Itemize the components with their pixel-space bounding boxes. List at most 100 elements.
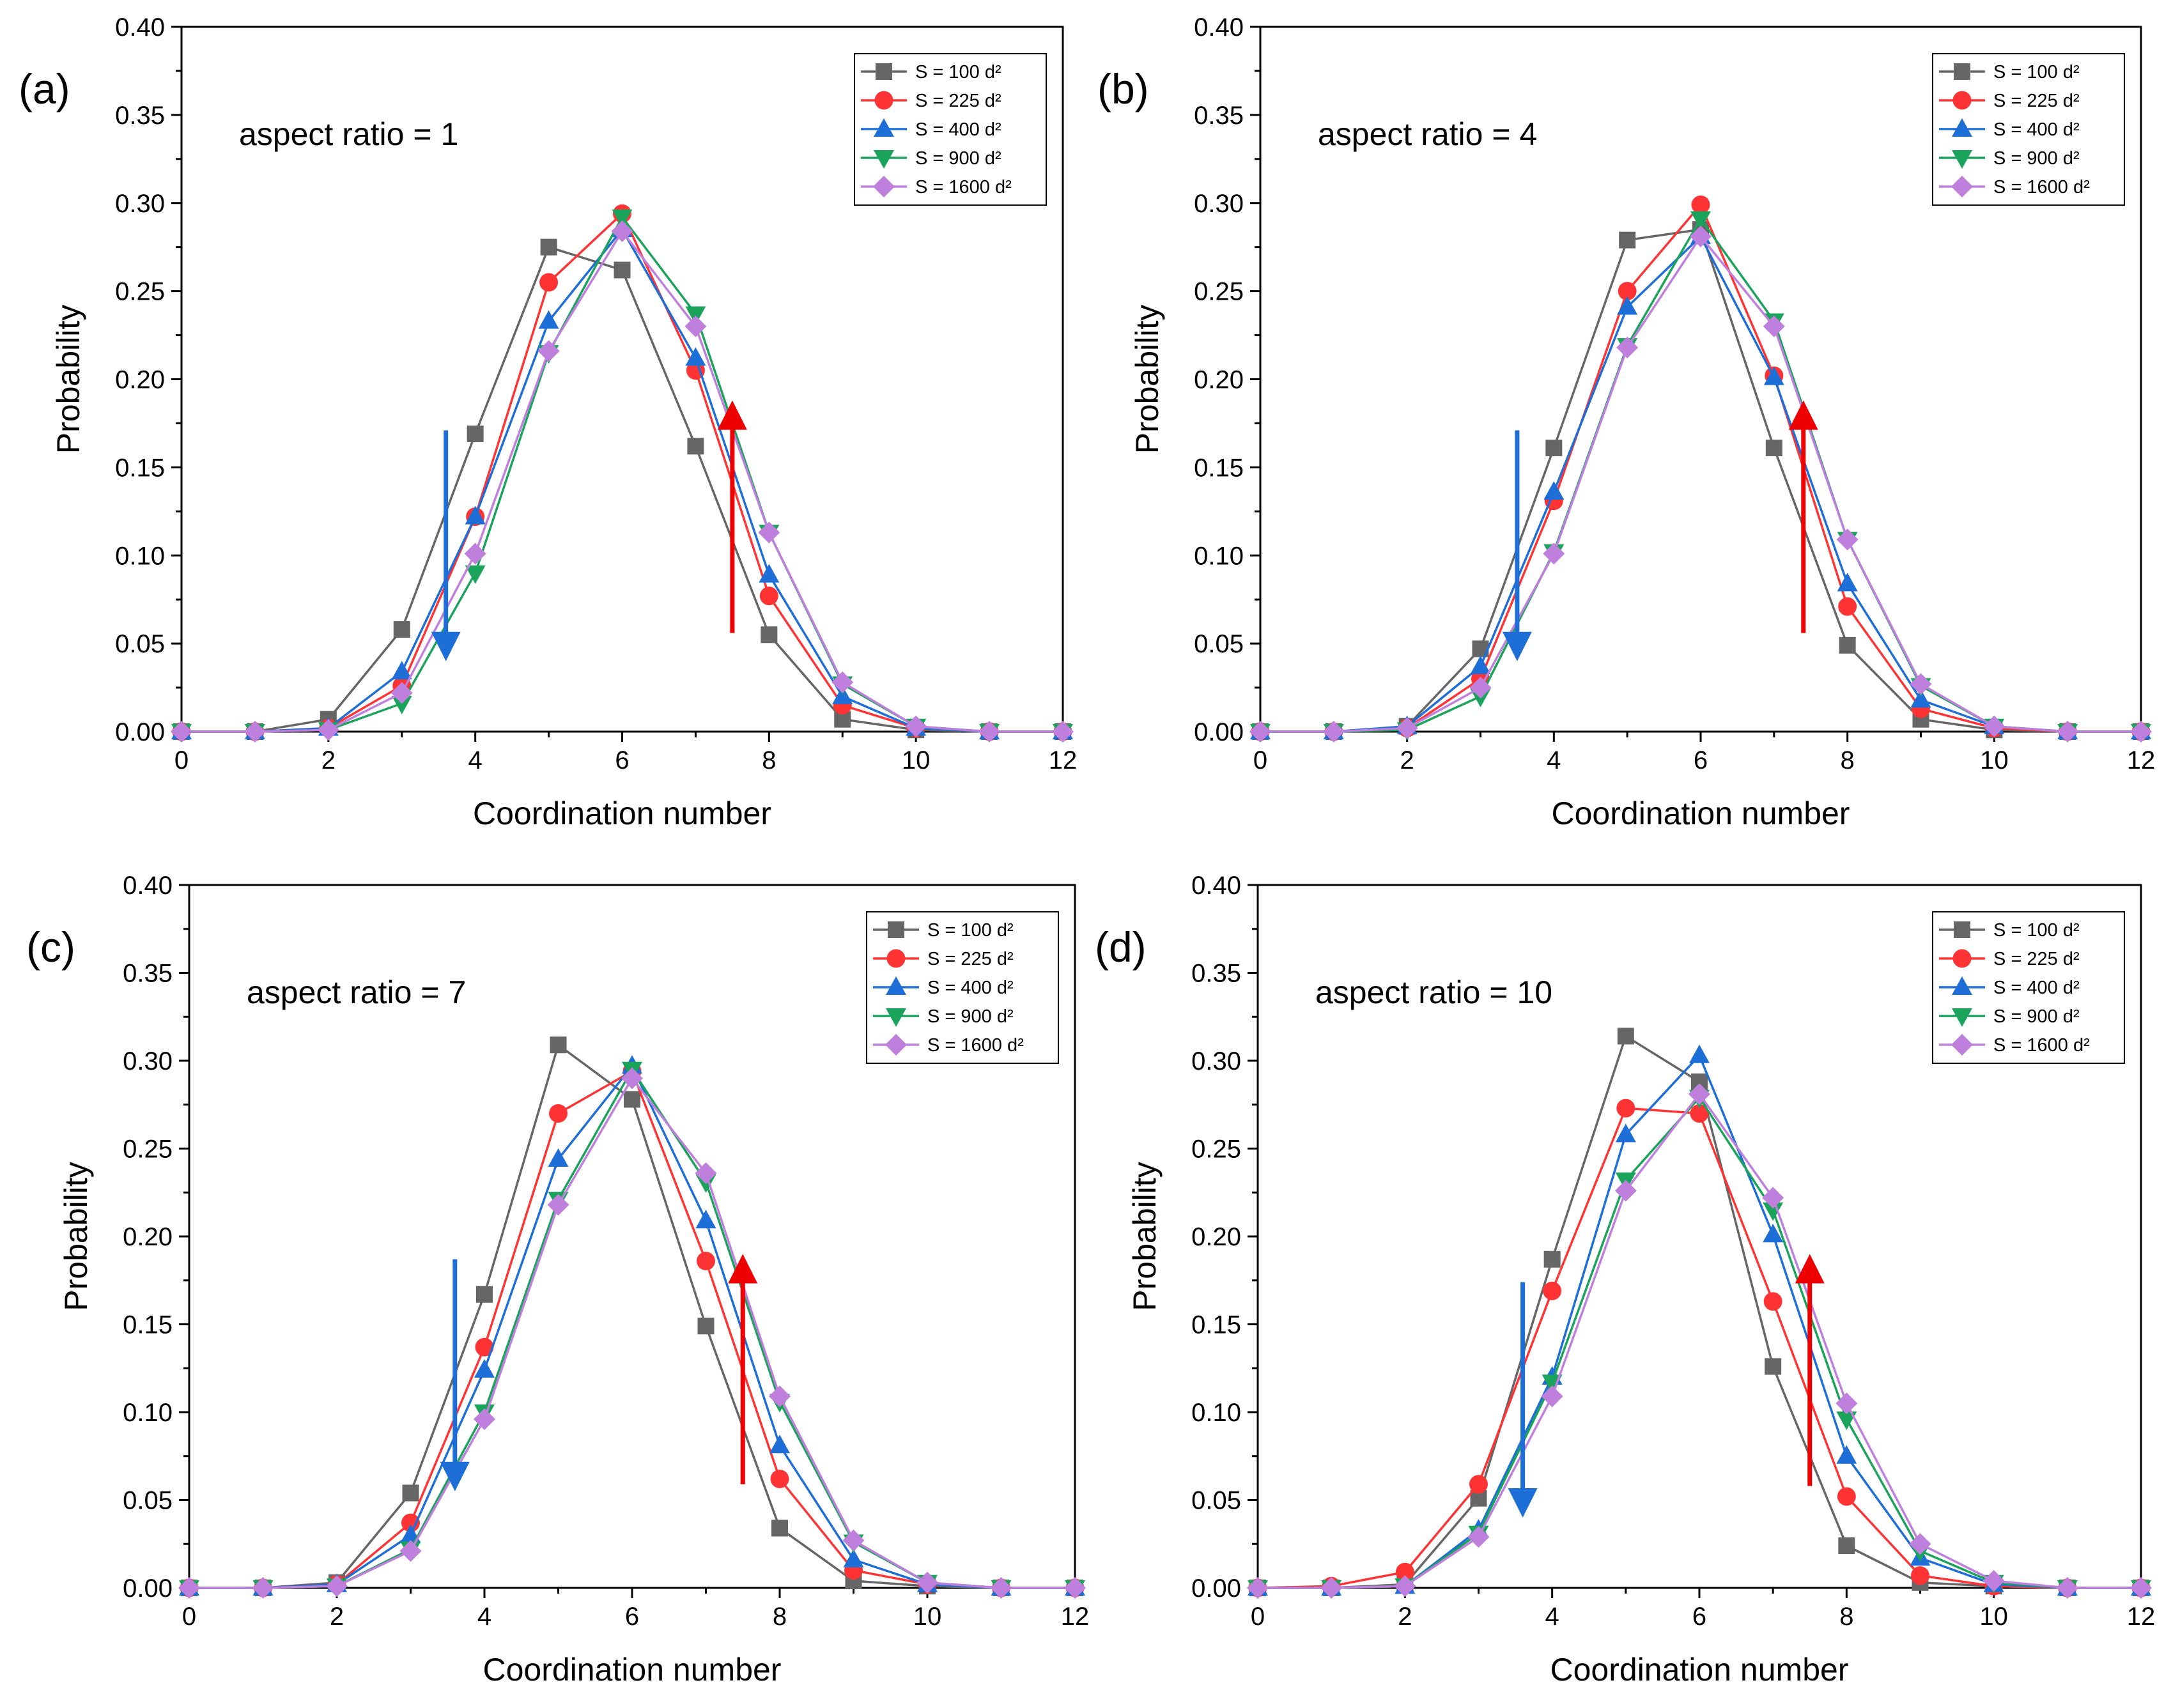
y-tick-label: 0.30: [1191, 1047, 1241, 1075]
y-tick-label: 0.00: [1194, 718, 1244, 746]
blue-down-arrow: [1502, 430, 1532, 661]
data-point: [978, 721, 1001, 742]
data-point: [1249, 721, 1271, 742]
data-point: [695, 1210, 716, 1229]
x-tick-label: 12: [2127, 746, 2156, 774]
x-axis-title: Coordination number: [1552, 796, 1850, 831]
data-point: [843, 1549, 864, 1567]
data-point: [842, 1529, 865, 1551]
data-point: [1469, 1475, 1488, 1494]
blue-down-arrow: [1508, 1282, 1538, 1518]
y-tick-label: 0.20: [1194, 366, 1244, 394]
legend-label: S = 400 d²: [1993, 119, 2080, 140]
legend-entry: S = 225 d²: [873, 949, 1014, 969]
legend-label: S = 100 d²: [915, 62, 1001, 82]
legend-entry: S = 100 d²: [1939, 920, 2080, 941]
data-point: [464, 542, 486, 565]
legend-label: S = 100 d²: [1993, 62, 2080, 82]
data-point: [1690, 1104, 1709, 1123]
legend-marker: [876, 63, 892, 80]
aspect-ratio-annotation: aspect ratio = 10: [1315, 974, 1552, 1010]
series-5: [1247, 1083, 2152, 1599]
data-point: [759, 564, 780, 583]
data-point: [550, 1036, 567, 1054]
x-tick-label: 2: [330, 1603, 344, 1631]
y-axis-title: Probability: [50, 305, 86, 454]
legend-marker: [1952, 150, 1972, 169]
data-point: [687, 438, 704, 455]
arrow-head: [440, 1461, 470, 1491]
aspect-ratio-annotation: aspect ratio = 4: [1318, 116, 1537, 152]
x-axis-title: Coordination number: [1550, 1652, 1849, 1688]
data-point: [1543, 481, 1565, 500]
data-point: [178, 1577, 200, 1599]
data-point: [1394, 1575, 1416, 1597]
legend-marker: [1954, 63, 1970, 80]
y-tick-label: 0.10: [1191, 1399, 1241, 1427]
x-tick-label: 4: [1545, 1603, 1559, 1631]
legend-label: S = 900 d²: [927, 1006, 1014, 1027]
data-point: [1689, 1044, 1710, 1063]
y-tick-label: 0.35: [1194, 102, 1244, 130]
chart-panel-d: 0 2 4 6 8 10 12 0.00 0.05 0.10 0.15 0.20 0.25 0.30 0.3…: [1095, 872, 2155, 1688]
data-point: [474, 1359, 495, 1378]
y-tick-label: 0.25: [123, 1135, 173, 1164]
data-point: [758, 521, 780, 544]
legend-marker: [1954, 921, 1970, 938]
x-tick-label: 10: [902, 746, 931, 774]
x-tick-label: 8: [773, 1603, 787, 1631]
x-tick-label: 8: [762, 746, 776, 774]
legend-marker: [888, 921, 904, 938]
y-tick-label: 0.05: [115, 630, 165, 658]
data-point: [905, 715, 927, 737]
data-point: [771, 1520, 788, 1537]
legend-label: S = 225 d²: [915, 91, 1001, 111]
x-tick-label: 4: [477, 1603, 491, 1631]
x-tick-label: 8: [1841, 746, 1855, 774]
data-point: [1543, 1281, 1562, 1300]
data-point: [549, 1104, 568, 1123]
x-tick-label: 6: [1694, 746, 1708, 774]
x-tick-label: 8: [1839, 1603, 1853, 1631]
y-tick-label: 0.00: [123, 1574, 173, 1603]
arrow-head: [1508, 1488, 1538, 1518]
data-point: [465, 565, 486, 584]
data-point: [685, 347, 706, 366]
arrow-head: [1795, 1254, 1825, 1284]
blue-down-arrow: [440, 1259, 470, 1491]
x-tick-label: 2: [1398, 1603, 1412, 1631]
data-point: [476, 1286, 493, 1303]
data-point: [1690, 226, 1712, 248]
x-axis-title: Coordination number: [473, 796, 771, 831]
x-tick-label: 0: [1251, 1603, 1265, 1631]
data-point: [769, 1385, 791, 1408]
data-point: [1762, 1187, 1784, 1209]
data-point: [1541, 1385, 1563, 1408]
data-point: [1836, 528, 1859, 551]
data-point: [475, 1337, 494, 1357]
y-tick-label: 0.35: [123, 960, 173, 988]
legend-entry: S = 900 d²: [873, 1006, 1014, 1027]
y-axis-title: Probability: [1127, 1162, 1163, 1311]
data-point: [614, 261, 631, 279]
x-tick-label: 12: [1061, 1603, 1090, 1631]
data-point: [1052, 721, 1074, 742]
data-point: [1543, 1250, 1561, 1268]
data-point: [1470, 655, 1491, 674]
data-point: [1836, 1445, 1857, 1464]
legend-entry: S = 400 d²: [861, 118, 1001, 140]
y-tick-label: 0.30: [1194, 190, 1244, 218]
panel-label: (a): [19, 65, 70, 112]
legend-entry: S = 100 d²: [873, 920, 1014, 941]
data-point: [1616, 336, 1639, 358]
legend-label: S = 1600 d²: [1993, 1035, 2090, 1056]
y-tick-label: 0.00: [115, 718, 165, 746]
data-point: [1910, 673, 1932, 695]
legend-marker: [1952, 118, 1972, 137]
legend-marker: [886, 1008, 906, 1027]
data-point: [1837, 573, 1858, 592]
legend-entry: S = 400 d²: [1939, 118, 2080, 140]
data-point: [326, 1575, 348, 1597]
legend-label: S = 225 d²: [1993, 91, 2080, 111]
data-point: [684, 315, 707, 337]
